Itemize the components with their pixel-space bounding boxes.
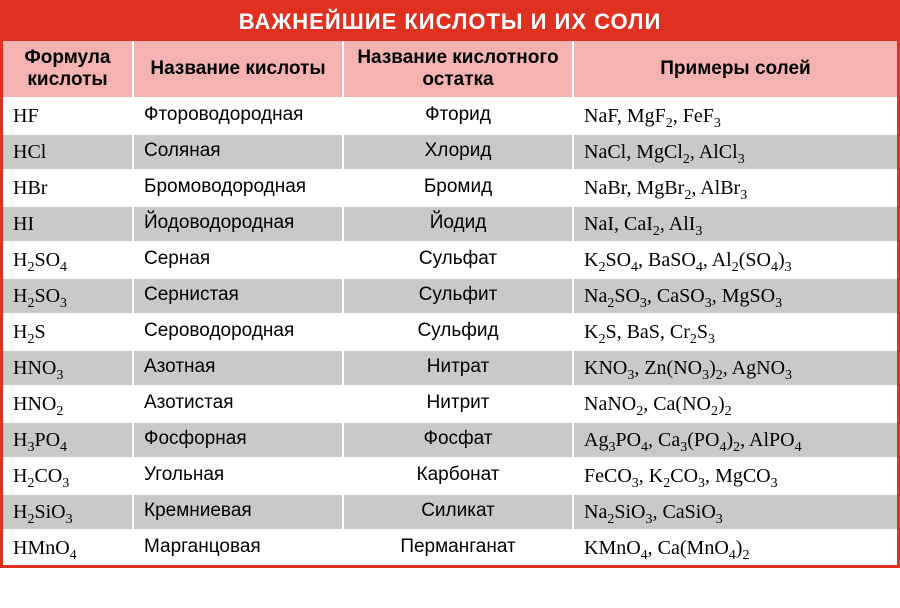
- acids-table: Формула кислоты Название кислоты Названи…: [3, 41, 897, 565]
- cell-residue: Нитрат: [343, 350, 573, 386]
- cell-name: Марганцовая: [133, 530, 343, 565]
- cell-residue: Сульфид: [343, 314, 573, 350]
- cell-salts: Na2SO3, CaSO3, MgSO3: [573, 278, 897, 314]
- cell-residue: Фторид: [343, 98, 573, 134]
- cell-residue: Сульфат: [343, 242, 573, 278]
- cell-formula: HF: [3, 98, 133, 134]
- table-row: HIЙодоводороднаяЙодидNaI, CaI2, AlI3: [3, 206, 897, 242]
- cell-salts: K2SO4, BaSO4, Al2(SO4)3: [573, 242, 897, 278]
- cell-formula: H2CO3: [3, 458, 133, 494]
- cell-formula: HNO3: [3, 350, 133, 386]
- table-body: HFФтороводороднаяФторидNaF, MgF2, FeF3HC…: [3, 98, 897, 565]
- cell-name: Сернистая: [133, 278, 343, 314]
- header-residue: Название кислотного остатка: [343, 41, 573, 98]
- header-formula: Формула кислоты: [3, 41, 133, 98]
- header-salts: Примеры солей: [573, 41, 897, 98]
- cell-formula: H2SiO3: [3, 494, 133, 530]
- cell-name: Фосфорная: [133, 422, 343, 458]
- cell-name: Азотная: [133, 350, 343, 386]
- cell-salts: NaI, CaI2, AlI3: [573, 206, 897, 242]
- table-row: H3PO4ФосфорнаяФосфатAg3PO4, Ca3(PO4)2, A…: [3, 422, 897, 458]
- cell-salts: KNO3, Zn(NO3)2, AgNO3: [573, 350, 897, 386]
- cell-name: Фтороводородная: [133, 98, 343, 134]
- cell-salts: NaCl, MgCl2, AlCl3: [573, 134, 897, 170]
- cell-name: Соляная: [133, 134, 343, 170]
- cell-name: Бромоводородная: [133, 170, 343, 206]
- cell-residue: Йодид: [343, 206, 573, 242]
- cell-residue: Силикат: [343, 494, 573, 530]
- table-row: HBrБромоводороднаяБромидNaBr, MgBr2, AlB…: [3, 170, 897, 206]
- cell-name: Азотистая: [133, 386, 343, 422]
- table-row: HNO2АзотистаяНитритNaNO2, Ca(NO2)2: [3, 386, 897, 422]
- cell-formula: H3PO4: [3, 422, 133, 458]
- cell-residue: Нитрит: [343, 386, 573, 422]
- cell-name: Сероводородная: [133, 314, 343, 350]
- cell-salts: FeCO3, K2CO3, MgCO3: [573, 458, 897, 494]
- acids-table-container: ВАЖНЕЙШИЕ КИСЛОТЫ И ИХ СОЛИ Формула кисл…: [0, 0, 900, 568]
- table-row: HClСолянаяХлоридNaCl, MgCl2, AlCl3: [3, 134, 897, 170]
- cell-formula: H2SO3: [3, 278, 133, 314]
- cell-name: Кремниевая: [133, 494, 343, 530]
- table-title: ВАЖНЕЙШИЕ КИСЛОТЫ И ИХ СОЛИ: [3, 3, 897, 41]
- table-row: H2SO4СернаяСульфатK2SO4, BaSO4, Al2(SO4)…: [3, 242, 897, 278]
- cell-formula: H2SO4: [3, 242, 133, 278]
- cell-formula: H2S: [3, 314, 133, 350]
- table-row: HNO3АзотнаяНитратKNO3, Zn(NO3)2, AgNO3: [3, 350, 897, 386]
- cell-residue: Карбонат: [343, 458, 573, 494]
- table-row: HFФтороводороднаяФторидNaF, MgF2, FeF3: [3, 98, 897, 134]
- cell-residue: Сульфит: [343, 278, 573, 314]
- table-row: H2SСероводороднаяСульфидK2S, BaS, Cr2S3: [3, 314, 897, 350]
- table-row: HMnO4МарганцоваяПерманганатKMnO4, Ca(MnO…: [3, 530, 897, 565]
- cell-salts: NaNO2, Ca(NO2)2: [573, 386, 897, 422]
- cell-salts: KMnO4, Ca(MnO4)2: [573, 530, 897, 565]
- cell-residue: Хлорид: [343, 134, 573, 170]
- header-name: Название кислоты: [133, 41, 343, 98]
- cell-salts: K2S, BaS, Cr2S3: [573, 314, 897, 350]
- cell-name: Серная: [133, 242, 343, 278]
- cell-formula: HNO2: [3, 386, 133, 422]
- cell-salts: NaBr, MgBr2, AlBr3: [573, 170, 897, 206]
- cell-residue: Фосфат: [343, 422, 573, 458]
- table-row: H2SiO3КремниеваяСиликатNa2SiO3, CaSiO3: [3, 494, 897, 530]
- cell-formula: HCl: [3, 134, 133, 170]
- cell-salts: Na2SiO3, CaSiO3: [573, 494, 897, 530]
- cell-salts: Ag3PO4, Ca3(PO4)2, AlPO4: [573, 422, 897, 458]
- cell-salts: NaF, MgF2, FeF3: [573, 98, 897, 134]
- cell-formula: HBr: [3, 170, 133, 206]
- cell-name: Угольная: [133, 458, 343, 494]
- header-row: Формула кислоты Название кислоты Названи…: [3, 41, 897, 98]
- cell-residue: Бромид: [343, 170, 573, 206]
- table-row: H2CO3УгольнаяКарбонатFeCO3, K2CO3, MgCO3: [3, 458, 897, 494]
- cell-name: Йодоводородная: [133, 206, 343, 242]
- table-row: H2SO3СернистаяСульфитNa2SO3, CaSO3, MgSO…: [3, 278, 897, 314]
- cell-formula: HMnO4: [3, 530, 133, 565]
- cell-formula: HI: [3, 206, 133, 242]
- cell-residue: Перманганат: [343, 530, 573, 565]
